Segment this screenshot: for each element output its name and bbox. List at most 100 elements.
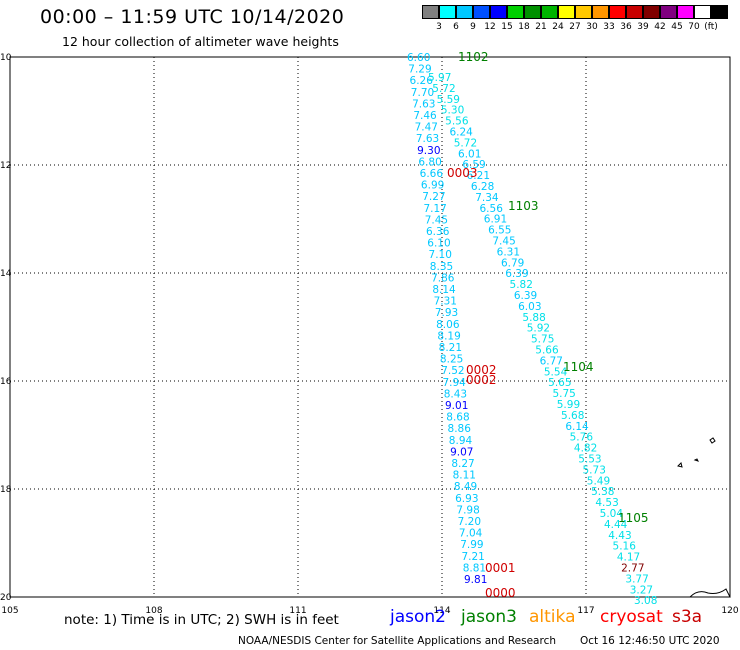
wave-height-value: 2.77 — [621, 563, 644, 575]
wave-height-value: 6.36 — [426, 226, 450, 238]
wave-height-value: 5.56 — [445, 116, 469, 128]
lon-tick-label: 117 — [577, 606, 594, 616]
wave-height-value: 6.10 — [427, 238, 450, 250]
wave-height-value: 9.01 — [445, 400, 468, 412]
colorbar-swatch — [660, 5, 677, 19]
colorbar-swatch — [541, 5, 558, 19]
colorbar-swatch — [711, 5, 728, 19]
wave-height-value: 6.21 — [467, 170, 490, 182]
lon-tick-label: 108 — [145, 606, 162, 616]
wave-height-value: 7.45 — [492, 236, 515, 248]
wave-height-value: 9.30 — [417, 145, 440, 157]
wave-height-value: 8.14 — [432, 284, 456, 296]
colorbar-tick: 30 — [586, 22, 598, 32]
wave-height-value: 8.25 — [440, 354, 463, 366]
wave-height-value: 7.21 — [461, 551, 484, 563]
lon-tick-label: 120 — [721, 606, 738, 616]
colorbar-swatch — [473, 5, 490, 19]
wave-height-value: 5.97 — [428, 72, 451, 84]
wave-height-value: 6.77 — [540, 355, 563, 367]
wave-height-value: 7.27 — [422, 191, 445, 203]
wave-height-value: 5.38 — [591, 486, 614, 498]
lon-tick-label: 105 — [1, 606, 18, 616]
colorbar-swatch — [677, 5, 694, 19]
wave-height-value: 7.46 — [413, 110, 437, 122]
wave-height-value: 8.86 — [448, 423, 472, 435]
lon-tick-label: 114 — [433, 606, 450, 616]
credit-text: NOAA/NESDIS Center for Satellite Applica… — [238, 635, 556, 647]
wave-height-value: 7.93 — [435, 307, 458, 319]
island-shape — [693, 458, 699, 462]
wave-height-value: 8.35 — [430, 261, 453, 273]
wave-height-value: 7.86 — [431, 272, 455, 284]
wave-height-value: 6.91 — [484, 214, 507, 226]
wave-height-value: 7.45 — [425, 214, 448, 226]
island-shape — [709, 437, 716, 444]
colorbar-swatch — [609, 5, 626, 19]
wave-height-value: 7.52 — [441, 365, 464, 377]
wave-height-value: 8.06 — [436, 319, 460, 331]
wave-height-value: 8.11 — [453, 470, 476, 482]
wave-height-value: 7.94 — [442, 377, 466, 389]
wave-height-value: 5.04 — [600, 508, 624, 520]
island-shape — [677, 462, 683, 468]
colorbar-swatch — [558, 5, 575, 19]
wave-height-value: 3.77 — [625, 573, 648, 585]
wave-height-value: 5.59 — [437, 94, 460, 106]
wave-height-value: 5.75 — [531, 334, 554, 346]
map-subtitle: 12 hour collection of altimeter wave hei… — [62, 34, 339, 49]
legend-jason3: jason3 — [461, 607, 517, 627]
colorbar-tick: 12 — [484, 22, 496, 32]
wave-height-value: 8.27 — [451, 458, 474, 470]
wave-height-value: 7.34 — [475, 192, 499, 204]
time-label: 1104 — [563, 360, 594, 374]
wave-height-value: 9.81 — [464, 574, 487, 586]
wave-height-value: 6.26 — [410, 75, 434, 87]
wave-height-value: 8.19 — [437, 330, 460, 342]
colorbar-tick: 70 — [688, 22, 700, 32]
colorbar-swatch — [507, 5, 524, 19]
generated-timestamp: Oct 16 12:46:50 UTC 2020 — [580, 635, 720, 647]
colorbar-swatch — [422, 5, 439, 19]
colorbar-tick: 24 — [552, 22, 564, 32]
colorbar-tick: 9 — [470, 22, 476, 32]
colorbar-swatch — [524, 5, 541, 19]
wave-height-value: 5.72 — [432, 83, 455, 95]
wave-height-value: 6.66 — [420, 168, 444, 180]
map-frame — [9, 56, 731, 598]
wave-height-value: 7.20 — [458, 516, 481, 528]
colorbar-tick: 18 — [518, 22, 530, 32]
lon-tick-label: 111 — [289, 606, 306, 616]
time-label: 1105 — [618, 511, 649, 525]
wave-height-value: 8.68 — [446, 412, 469, 424]
wave-height-value: 6.80 — [418, 156, 441, 168]
wave-height-value: 5.82 — [510, 279, 533, 291]
wave-height-value: 6.39 — [505, 268, 528, 280]
wave-height-value: 6.55 — [488, 225, 511, 237]
wave-height-value: 7.63 — [416, 133, 439, 145]
colorbar-tick: (ft) — [704, 22, 718, 32]
wave-height-value: 4.82 — [574, 443, 597, 455]
wave-height-value: 8.94 — [449, 435, 473, 447]
time-label: 1102 — [458, 50, 489, 64]
wave-height-value: 5.30 — [441, 105, 464, 117]
lat-tick-label: 18 — [0, 485, 12, 495]
wave-height-value: 6.03 — [518, 301, 541, 313]
time-label: 0002 — [466, 373, 497, 387]
colorbar-tick: 27 — [569, 22, 581, 32]
wave-height-value: 5.16 — [613, 541, 637, 553]
legend-cryosat: cryosat — [600, 607, 663, 627]
wave-height-value: 7.70 — [411, 87, 434, 99]
wave-height-value: 3.08 — [634, 595, 657, 607]
colorbar-tick: 36 — [620, 22, 632, 32]
wave-height-value: 5.76 — [570, 432, 594, 444]
legend-s3a: s3a — [672, 607, 703, 627]
wave-height-value: 4.43 — [608, 530, 631, 542]
lat-tick-label: 16 — [0, 377, 12, 387]
colorbar-swatch — [456, 5, 473, 19]
colorbar-tick: 15 — [501, 22, 513, 32]
legend-jason2: jason2 — [390, 607, 446, 627]
wave-height-value: 9.07 — [450, 446, 473, 458]
wave-height-value: 6.60 — [407, 52, 430, 64]
wave-height-value: 3.27 — [630, 584, 653, 596]
